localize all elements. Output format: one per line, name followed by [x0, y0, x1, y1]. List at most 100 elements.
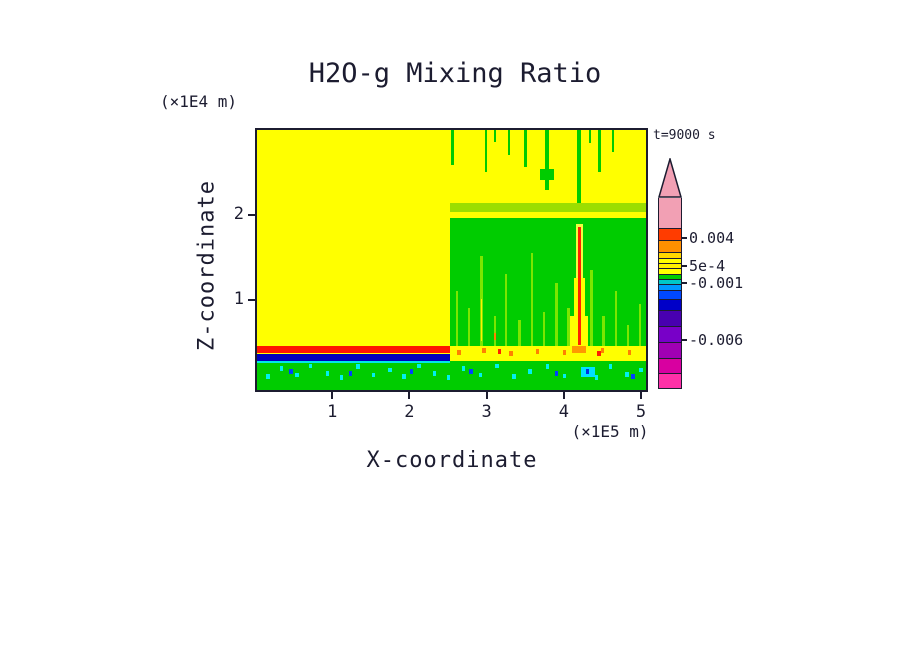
colorbar-tick-label: 5e-4	[689, 257, 726, 275]
colorbar-segment	[659, 310, 681, 326]
heatmap-speckle	[495, 363, 499, 369]
colorbar-segment	[659, 299, 681, 310]
colorbar-segment	[659, 284, 681, 290]
heatmap-speckle	[446, 375, 450, 380]
heatmap-region	[493, 332, 496, 340]
colorbar-segment	[659, 263, 681, 268]
heatmap-speckle	[528, 369, 532, 375]
heatmap-speckle	[356, 364, 360, 370]
x-tick-mark	[485, 392, 488, 399]
x-tick-label: 1	[327, 402, 338, 422]
heatmap-speckle	[371, 372, 376, 378]
heatmap-speckle	[339, 375, 343, 380]
heatmap-speckle	[402, 374, 406, 380]
heatmap-region	[567, 307, 570, 346]
heatmap-region	[524, 130, 528, 167]
heatmap-speckle	[469, 369, 473, 375]
heatmap-speckle	[432, 371, 437, 376]
heatmap-region	[626, 324, 630, 346]
y-axis-unit-label: (×1E4 m)	[160, 92, 238, 111]
heatmap-region	[449, 202, 646, 213]
heatmap-speckle	[631, 374, 635, 380]
heatmap-region	[493, 130, 497, 142]
heatmap-region	[578, 227, 581, 345]
heatmap-speckle	[585, 369, 590, 375]
x-tick-mark	[331, 392, 334, 399]
heatmap-speckle	[325, 371, 330, 376]
y-tick-label: 2	[233, 203, 244, 224]
colorbar-tick-mark	[682, 265, 687, 267]
colorbar-segment	[659, 342, 681, 358]
heatmap-speckle	[478, 372, 483, 378]
heatmap-region	[480, 299, 483, 342]
colorbar-segment	[659, 240, 681, 252]
heatmap-speckle	[308, 363, 313, 369]
heatmap-speckle	[409, 369, 414, 375]
heatmap-speckle	[457, 350, 461, 355]
x-tick-label: 3	[481, 402, 492, 422]
heatmap-speckle	[509, 351, 513, 356]
heatmap-speckle	[608, 364, 612, 370]
x-axis-title: X-coordinate	[366, 448, 538, 473]
time-label: t=9000 s	[653, 128, 716, 143]
heatmap-speckle	[497, 349, 502, 354]
y-tick-mark	[248, 213, 255, 216]
colorbar-tick-mark	[682, 339, 687, 341]
colorbar: 0.004 5e-4 -0.001 -0.006	[658, 158, 768, 389]
colorbar-segment	[659, 279, 681, 284]
x-axis-unit-label: (×1E5 m)	[571, 422, 649, 441]
heatmap-region	[542, 312, 546, 346]
heatmap-speckle	[562, 373, 567, 379]
heatmap-region	[588, 130, 591, 144]
heatmap-region	[257, 345, 450, 353]
heatmap-speckle	[594, 375, 599, 380]
x-tick-label: 2	[404, 402, 415, 422]
heatmap-region	[484, 130, 488, 172]
colorbar-segment	[659, 373, 681, 388]
colorbar-segment	[659, 198, 681, 228]
colorbar-tick-mark	[682, 282, 687, 284]
heatmap-region	[530, 253, 534, 346]
heatmap-speckle	[417, 363, 421, 369]
heatmap-region	[507, 130, 510, 156]
colorbar-segment	[659, 228, 681, 240]
heatmap-speckle	[295, 372, 299, 378]
x-tick-mark	[640, 392, 643, 399]
heatmap-region	[451, 130, 454, 166]
heatmap-region	[257, 354, 450, 362]
heatmap-region	[518, 320, 521, 346]
colorbar-segment	[659, 274, 681, 279]
heatmap-region	[590, 270, 593, 346]
heatmap-speckle	[289, 369, 293, 375]
heatmap-speckle	[600, 348, 605, 354]
heatmap-region	[493, 316, 497, 346]
colorbar-scale	[658, 198, 682, 389]
heatmap-speckle	[388, 367, 392, 373]
colorbar-segment	[659, 268, 681, 274]
heatmap-region	[467, 307, 471, 346]
chart-title: H2O-g Mixing Ratio	[308, 58, 602, 89]
heatmap-speckle	[535, 349, 540, 354]
heatmap-plot-area	[255, 128, 648, 392]
heatmap-speckle	[562, 350, 567, 355]
colorbar-segment	[659, 290, 681, 299]
heatmap-speckle	[266, 374, 270, 380]
heatmap-speckle	[627, 350, 632, 355]
heatmap-speckle	[279, 366, 284, 371]
heatmap-region	[614, 291, 618, 346]
colorbar-segment	[659, 252, 681, 258]
heatmap-speckle	[348, 371, 353, 376]
heatmap-region	[602, 316, 605, 346]
colorbar-segment	[659, 358, 681, 373]
colorbar-tick-label: -0.006	[689, 331, 744, 349]
heatmap-speckle	[461, 366, 466, 371]
colorbar-tick-label: 0.004	[689, 229, 735, 247]
heatmap-region	[539, 168, 554, 181]
x-tick-label: 4	[558, 402, 569, 422]
heatmap-region	[571, 345, 587, 354]
x-tick-mark	[408, 392, 411, 399]
heatmap-speckle	[597, 351, 601, 356]
colorbar-segment	[659, 326, 681, 342]
heatmap-speckle	[555, 371, 559, 376]
